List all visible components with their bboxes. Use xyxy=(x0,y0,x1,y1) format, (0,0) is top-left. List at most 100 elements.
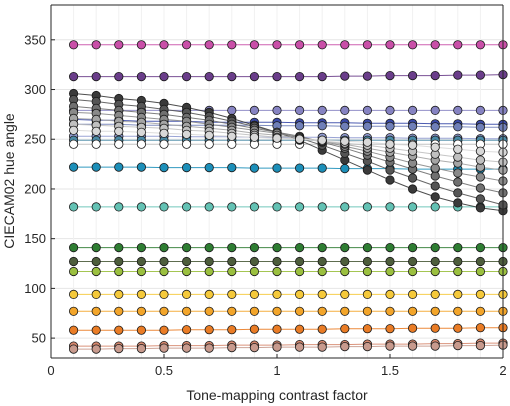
data-point xyxy=(114,266,124,277)
data-point xyxy=(272,306,282,316)
data-point xyxy=(114,243,124,253)
data-point xyxy=(159,325,169,335)
data-point xyxy=(249,289,259,299)
data-point xyxy=(475,306,485,316)
data-point xyxy=(453,188,463,198)
data-point xyxy=(114,126,124,136)
data-point xyxy=(475,155,485,165)
data-point xyxy=(362,202,372,212)
data-point xyxy=(453,122,463,132)
data-point xyxy=(136,139,146,149)
data-point xyxy=(475,40,485,50)
data-point xyxy=(430,323,440,333)
data-point xyxy=(340,306,350,316)
data-point xyxy=(114,40,124,50)
data-point xyxy=(430,256,440,267)
data-point xyxy=(385,341,395,351)
data-point xyxy=(362,165,372,175)
data-point xyxy=(272,289,282,299)
data-point xyxy=(317,40,327,50)
data-point xyxy=(91,289,101,299)
data-point xyxy=(114,139,124,149)
data-point xyxy=(362,137,372,147)
data-point xyxy=(204,202,214,212)
data-point xyxy=(362,306,372,316)
data-point xyxy=(249,324,259,334)
data-point xyxy=(340,71,350,81)
data-point xyxy=(136,202,146,212)
data-point xyxy=(317,243,327,253)
data-point xyxy=(453,105,463,116)
data-point xyxy=(159,163,169,173)
data-point xyxy=(362,324,372,334)
data-point xyxy=(182,266,192,277)
data-point xyxy=(204,72,214,82)
data-point xyxy=(182,256,192,267)
data-point xyxy=(249,243,259,253)
data-point xyxy=(114,72,124,82)
data-point xyxy=(204,325,214,335)
data-point xyxy=(69,72,79,82)
data-point xyxy=(91,243,101,253)
data-point xyxy=(362,71,372,81)
data-point xyxy=(272,266,282,277)
data-point xyxy=(453,266,463,277)
data-point xyxy=(430,181,440,191)
data-point xyxy=(362,341,372,352)
data-point xyxy=(294,121,305,131)
data-point xyxy=(385,306,395,316)
data-point xyxy=(294,134,305,144)
data-point xyxy=(227,163,237,173)
data-point xyxy=(475,256,485,267)
data-point xyxy=(227,306,237,316)
data-point xyxy=(114,343,124,354)
data-point xyxy=(136,72,146,82)
y-axis-label: CIECAM02 hue angle xyxy=(1,113,17,249)
data-point xyxy=(453,152,463,162)
data-point xyxy=(91,40,101,50)
y-tick-label: 150 xyxy=(24,231,46,246)
data-point xyxy=(453,289,463,299)
data-point xyxy=(317,256,327,267)
data-point xyxy=(430,71,440,81)
data-point xyxy=(385,175,395,185)
data-point xyxy=(204,256,214,267)
data-point xyxy=(227,105,237,116)
data-point xyxy=(182,163,192,173)
data-point xyxy=(430,40,440,50)
data-point xyxy=(114,256,124,267)
data-point xyxy=(475,122,485,132)
data-point xyxy=(69,125,79,135)
data-point xyxy=(182,139,192,149)
data-point xyxy=(227,289,237,299)
data-point xyxy=(475,340,485,351)
x-tick-label: 1 xyxy=(273,363,280,378)
data-point xyxy=(159,306,169,316)
data-point xyxy=(407,105,418,116)
data-point xyxy=(475,289,485,299)
data-point xyxy=(249,40,259,50)
x-axis-label: Tone-mapping contrast factor xyxy=(186,387,368,403)
data-point xyxy=(385,139,395,149)
data-point xyxy=(159,139,169,149)
data-point xyxy=(69,202,79,212)
data-point xyxy=(249,163,259,173)
data-point xyxy=(272,40,282,50)
data-point xyxy=(159,202,169,212)
data-point xyxy=(475,194,485,204)
data-point xyxy=(91,202,101,212)
data-point xyxy=(114,289,124,299)
data-point xyxy=(204,139,214,149)
data-point xyxy=(69,289,79,299)
data-point xyxy=(430,192,440,202)
data-point xyxy=(136,289,146,299)
data-point xyxy=(91,139,101,149)
data-point xyxy=(249,256,259,267)
data-point xyxy=(114,202,124,212)
data-point xyxy=(182,343,192,353)
data-point xyxy=(317,324,327,334)
data-point xyxy=(204,343,214,353)
data-point xyxy=(362,256,372,267)
data-point xyxy=(453,340,463,351)
data-point xyxy=(430,171,440,181)
